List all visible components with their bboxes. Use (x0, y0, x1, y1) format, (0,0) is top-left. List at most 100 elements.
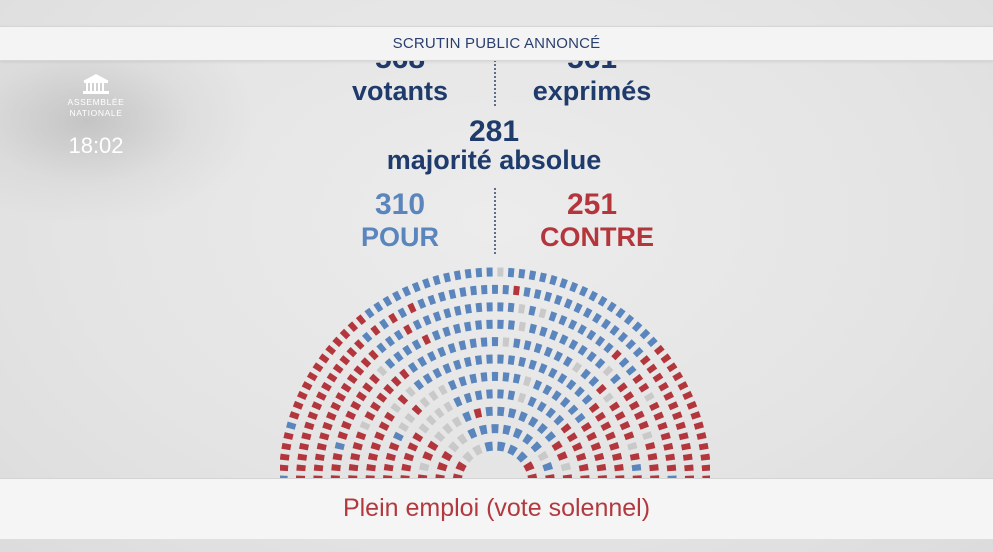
seat (658, 381, 669, 392)
seat (558, 334, 569, 346)
seat (325, 411, 337, 421)
seat (507, 444, 518, 456)
seat (350, 400, 362, 411)
seat (403, 452, 415, 462)
seat (458, 376, 467, 387)
seat (345, 410, 357, 421)
seat (610, 373, 621, 385)
seat (617, 331, 629, 343)
seat (698, 442, 709, 451)
seat (600, 421, 612, 432)
seat (402, 344, 413, 356)
seat (606, 301, 617, 313)
seat (592, 312, 602, 324)
seat (347, 321, 359, 333)
seat (307, 411, 319, 421)
seat (419, 462, 430, 472)
seat (407, 302, 417, 314)
seat (558, 314, 568, 326)
seat (523, 461, 535, 472)
seat (442, 422, 454, 435)
seat (384, 358, 396, 369)
seat (352, 442, 363, 451)
logo-line1: ASSEMBLÉE (67, 97, 125, 107)
seat (642, 431, 653, 440)
seat (382, 295, 393, 307)
contre-value: 251 (566, 188, 618, 221)
seat (453, 305, 462, 316)
seat (539, 272, 547, 283)
seat (553, 294, 563, 306)
seat (312, 362, 324, 373)
seat (453, 359, 462, 371)
seat (392, 290, 402, 302)
seat (595, 411, 606, 422)
seat (638, 420, 649, 430)
seat (464, 303, 472, 314)
seat (623, 314, 635, 326)
seat (427, 294, 437, 306)
vote-title: Plein emploi (vote solennel) (342, 494, 651, 522)
seat (407, 442, 419, 452)
seat (346, 346, 358, 358)
seat (680, 442, 691, 451)
seat (543, 291, 553, 302)
seat (443, 272, 451, 283)
seat (678, 432, 689, 441)
seat (455, 461, 467, 472)
seat (384, 335, 395, 347)
seat (609, 325, 620, 336)
seat (657, 421, 668, 431)
seat (453, 270, 462, 281)
seat (411, 281, 421, 293)
seat (334, 442, 345, 451)
seat (484, 441, 493, 452)
seat (393, 329, 404, 341)
seat (538, 363, 548, 374)
seat (600, 318, 611, 330)
seat (588, 402, 600, 414)
seat (518, 268, 526, 279)
seat (332, 363, 344, 374)
seat (299, 442, 310, 451)
seat (475, 320, 483, 330)
seat (562, 356, 573, 368)
seat (551, 440, 563, 452)
seat (625, 365, 637, 376)
logo-glow (0, 40, 250, 220)
seat (518, 411, 528, 423)
seat (322, 421, 333, 431)
seat (567, 319, 578, 331)
seat (355, 431, 367, 441)
seat (502, 372, 510, 382)
seat (547, 367, 558, 379)
seat (563, 298, 573, 309)
seat (516, 451, 528, 463)
seat (557, 373, 568, 384)
seat (542, 384, 553, 396)
seat (437, 346, 447, 358)
seat (602, 365, 614, 377)
seat (586, 431, 598, 442)
seat (560, 423, 572, 434)
seat (556, 451, 568, 461)
seat (577, 344, 588, 356)
seat (629, 452, 640, 461)
seat (485, 406, 493, 417)
seat (383, 383, 395, 395)
seat (623, 431, 635, 441)
seat (362, 382, 374, 393)
seat (326, 372, 338, 383)
seat (434, 407, 445, 419)
seat (571, 362, 583, 373)
majorite-label: majorité absolue (386, 145, 602, 175)
seat (586, 329, 597, 341)
seat (578, 463, 589, 472)
seat (575, 452, 587, 462)
seat (332, 336, 344, 348)
seat (672, 371, 684, 382)
seat (645, 442, 656, 451)
seat (565, 379, 577, 391)
seat (451, 416, 463, 428)
seat (393, 351, 404, 363)
